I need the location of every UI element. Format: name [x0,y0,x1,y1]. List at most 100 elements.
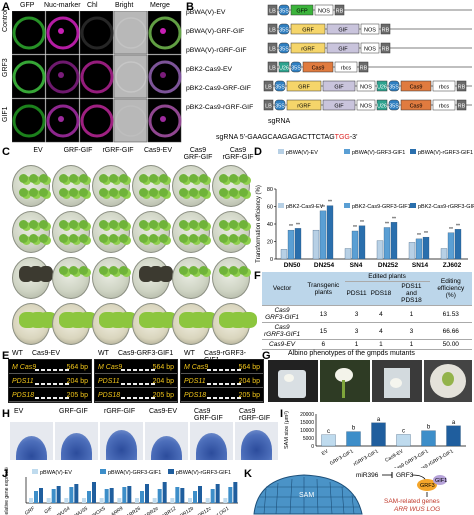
part-label: Cas9 [410,85,423,91]
i-letter: a [452,420,456,426]
table-cell: 61.53 [429,305,472,323]
gel-band [225,369,229,371]
gel-band [151,383,155,385]
protoplast-ring [46,60,80,94]
gel-band [219,397,223,399]
gel-row-label: PDS11 [184,378,206,385]
panel-j-bar-chart: Relative gene expression pBWA(V)-EV pBWA(V… [4,467,238,515]
part-rgrf [290,42,326,54]
gel-band [41,397,45,399]
gel-row-label: PDS18 [98,392,121,399]
part-label: 35S [389,104,399,110]
part-label: 35S [275,85,285,91]
part-label: RB [336,9,344,15]
gel-band [225,383,229,385]
d-bar [344,248,352,260]
culture-plate [212,165,250,207]
part-label: LB [269,9,276,15]
part-label: RB [382,28,390,34]
explant [59,266,68,275]
table-cell: 1 [344,339,369,350]
i-tick-label: 15000 [300,420,314,426]
explant [119,188,128,197]
d-bar [312,229,320,260]
gel-wt-label: WT [184,350,195,357]
explant [199,220,208,229]
col-nuc-label: Nuc-marker [44,2,81,9]
explant [119,220,128,229]
d-sig: ** [353,225,357,231]
explant [159,234,168,243]
row-grf3-label: GRF3 [2,58,9,77]
col-bright-label: Bright [115,2,134,9]
part-label: LB [265,104,272,110]
j-bar [135,498,139,503]
gel-band [121,397,125,399]
explant [19,174,28,183]
panel-a-microscopy: GFP Nuc-marker Chl Bright Merge Control … [2,2,182,143]
gel-band [151,397,155,399]
d-bar [447,232,455,260]
part-label: GIF [334,104,344,110]
culture-plate [52,165,90,207]
gel-band [231,369,235,371]
part-35s [274,80,286,92]
part-label: U26 [279,66,289,72]
part-35s [278,23,290,35]
part-label: U26 [377,85,387,91]
j-bar [29,498,33,503]
part-rb [380,42,391,54]
d-bar [383,227,391,260]
table-cell: 66.66 [429,322,472,340]
part-label: NOS [364,28,376,34]
table-row: Cas9 GRF3-GIF1 13 3 4 1 61.53 [262,305,472,323]
j-legend-label: pBWA(V)-GRF3-GIF1 [108,470,161,476]
c-col-label: EV [33,147,43,154]
d-bar [390,222,398,260]
gel-sample-label: Cas9-EV [32,350,61,357]
j-legend-swatch [32,469,38,474]
protoplast-ring [148,104,182,138]
explant [229,234,238,243]
j-bar [92,482,96,503]
d-tick-label: 20 [267,240,273,246]
explant [189,174,198,183]
gel-image: M Cas9 564 bp PDS11 204 bp PDS18 205 bp [94,359,178,403]
part-label: RB [458,85,466,91]
d-bar [415,238,423,260]
grf3-label: GRF3 [396,472,414,479]
i-bar [446,425,461,447]
protoplast-ring [115,61,147,93]
gel-row-label: M Cas9 [12,364,37,371]
d-legend-label: pBWA(V)-rGRF3-GIF1 [418,150,473,156]
d-category-label: DN254 [314,262,335,267]
d-legend-swatch [344,203,350,208]
table-cell: Cas9 GRF3-GIF1 [262,305,303,323]
j-gene-label: WOX5 [91,506,107,515]
i-bar [346,431,361,447]
d-category-label: DN50 [284,262,301,267]
explant [179,220,188,229]
part-rb [380,23,391,35]
explant [199,174,208,183]
row-control-label: Control [2,9,9,32]
j-bar [152,498,157,503]
panel-e-gels: WT Cas9-EV M Cas9 564 bp PDS11 204 bp PDS18 205… [8,350,264,404]
j-gene-label: GIF [43,505,54,515]
panel-label-c: C [2,146,10,158]
j-bar [39,488,43,503]
part-lb [267,61,278,73]
i-letter: a [377,417,381,423]
culture-plate [12,211,50,253]
d-bar [319,210,327,260]
explant [219,234,228,243]
explant [239,220,248,229]
protoplast-ring [46,16,80,50]
th-both: PDS11 and PDS18 [393,281,430,306]
part-rb [456,80,467,92]
explant [69,234,78,243]
explant [59,234,68,243]
j-bar [82,498,86,503]
explant [159,220,168,229]
explant [109,266,118,275]
